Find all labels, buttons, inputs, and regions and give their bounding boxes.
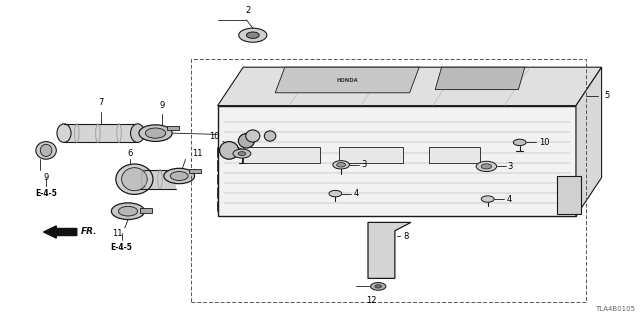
Circle shape: [139, 125, 172, 141]
Ellipse shape: [122, 168, 147, 191]
Ellipse shape: [246, 130, 260, 142]
Polygon shape: [218, 106, 576, 216]
Circle shape: [164, 168, 195, 184]
Text: 9: 9: [159, 101, 164, 110]
Ellipse shape: [116, 164, 153, 194]
Polygon shape: [435, 67, 525, 90]
Text: TLA4B0105: TLA4B0105: [595, 306, 635, 312]
Text: 2: 2: [246, 6, 251, 15]
Ellipse shape: [40, 144, 52, 156]
Circle shape: [246, 32, 259, 38]
Circle shape: [233, 149, 251, 158]
Text: 3: 3: [362, 160, 367, 169]
Text: 11: 11: [112, 229, 122, 238]
Text: 12: 12: [367, 296, 377, 305]
Text: 9: 9: [44, 173, 49, 182]
Bar: [191, 59, 586, 302]
Polygon shape: [275, 67, 419, 93]
Polygon shape: [218, 67, 602, 106]
Bar: [429, 147, 480, 163]
FancyArrow shape: [44, 226, 77, 238]
Circle shape: [513, 139, 526, 146]
Text: 8: 8: [403, 232, 408, 241]
Circle shape: [118, 206, 138, 216]
Bar: [167, 126, 179, 130]
Text: E-4-5: E-4-5: [35, 189, 57, 198]
Bar: [134, 170, 176, 189]
Circle shape: [337, 163, 346, 167]
Text: 4: 4: [353, 189, 358, 198]
Ellipse shape: [57, 124, 71, 142]
Circle shape: [481, 196, 494, 202]
Circle shape: [476, 161, 497, 172]
Bar: [140, 208, 152, 213]
Text: 5: 5: [604, 92, 609, 100]
Ellipse shape: [264, 131, 276, 141]
Circle shape: [145, 128, 166, 138]
Text: 4: 4: [507, 195, 512, 204]
Circle shape: [238, 152, 246, 156]
Polygon shape: [576, 67, 602, 216]
Bar: [339, 147, 403, 163]
Circle shape: [170, 172, 188, 180]
Circle shape: [481, 164, 492, 169]
Text: 10: 10: [539, 138, 549, 147]
Circle shape: [333, 161, 349, 169]
Text: 7: 7: [99, 98, 104, 107]
Ellipse shape: [238, 134, 255, 148]
Ellipse shape: [131, 124, 145, 142]
Circle shape: [239, 28, 267, 42]
Circle shape: [111, 203, 145, 220]
Bar: [189, 169, 201, 173]
Text: FR.: FR.: [81, 228, 98, 236]
Text: 6: 6: [127, 149, 132, 158]
Ellipse shape: [220, 141, 239, 159]
Bar: [64, 124, 138, 142]
Bar: [557, 176, 581, 214]
Text: E-4-5: E-4-5: [111, 243, 132, 252]
Text: HONDA: HONDA: [337, 77, 358, 83]
Circle shape: [375, 285, 381, 288]
Bar: [243, 147, 320, 163]
Ellipse shape: [36, 141, 56, 159]
Circle shape: [371, 283, 386, 290]
Circle shape: [329, 190, 342, 197]
Text: 3: 3: [508, 162, 513, 171]
Text: 10: 10: [209, 132, 220, 141]
Text: 11: 11: [192, 149, 202, 158]
Polygon shape: [368, 222, 411, 278]
